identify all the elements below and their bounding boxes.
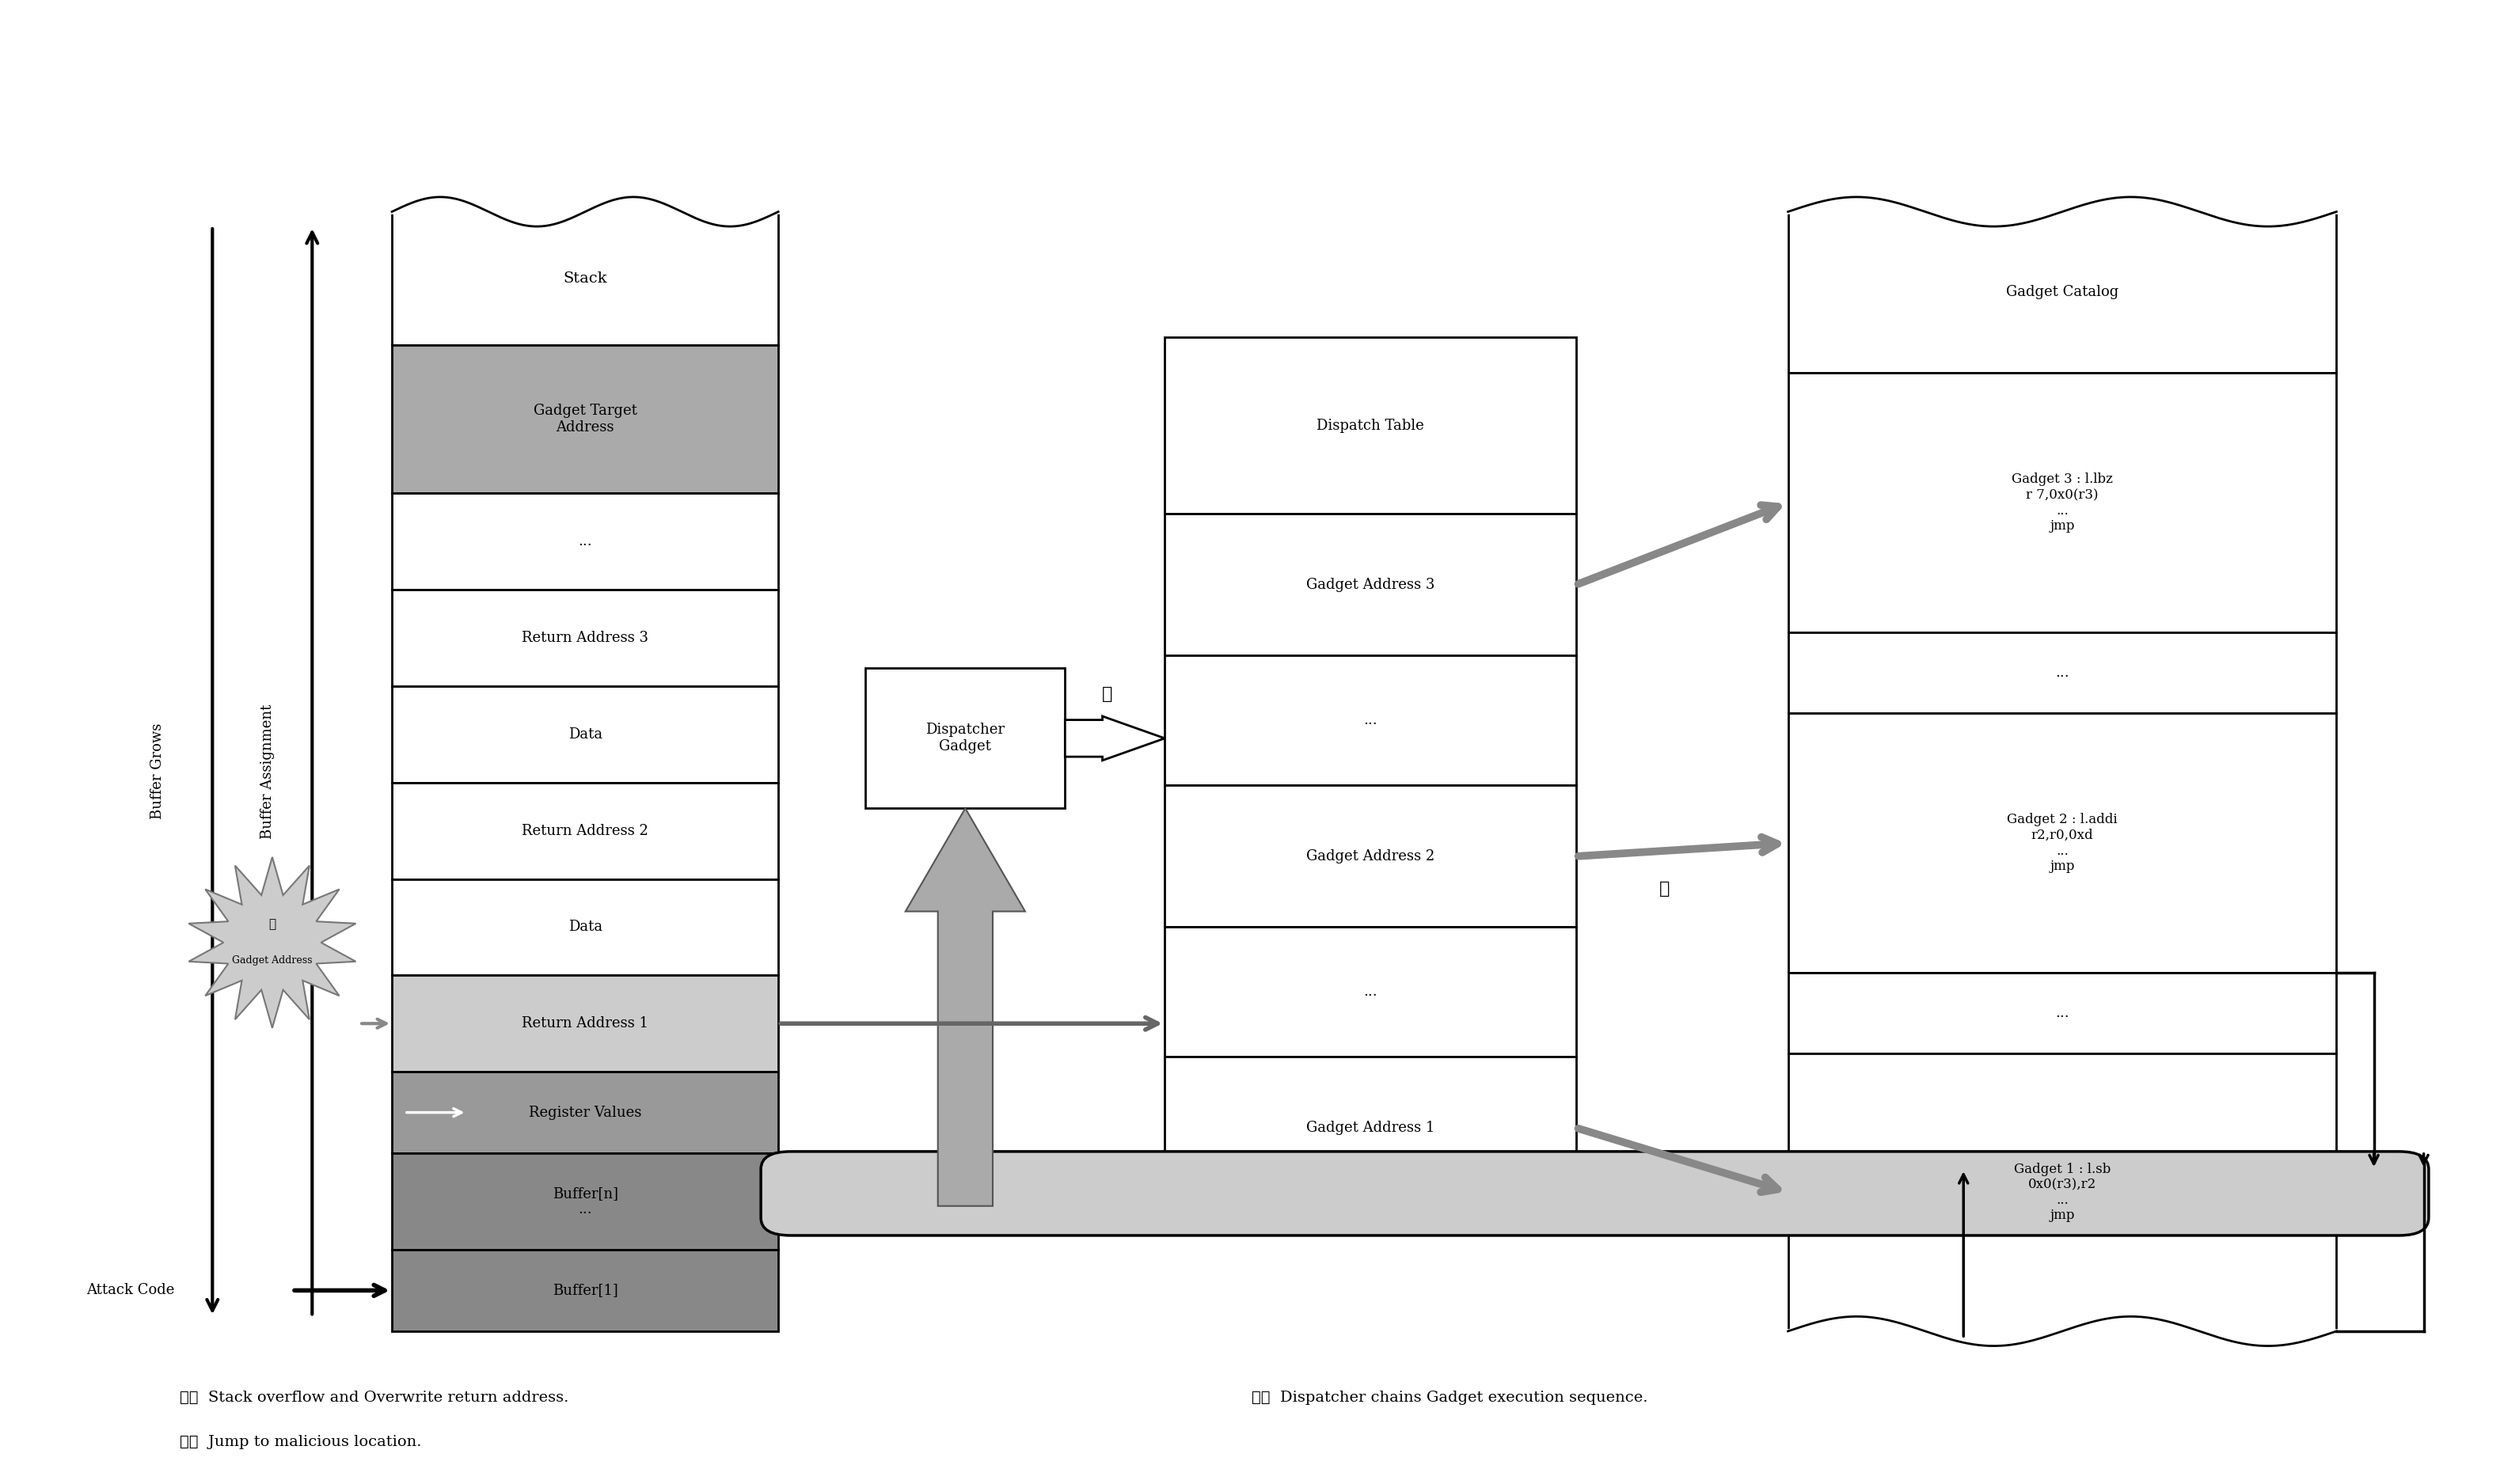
Text: ...: ... xyxy=(2056,666,2068,680)
Text: ...: ... xyxy=(2056,1006,2068,1021)
Text: ...: ... xyxy=(1365,714,1377,727)
Text: Gadget Address 1: Gadget Address 1 xyxy=(1307,1120,1435,1135)
Bar xyxy=(393,589,779,686)
Bar xyxy=(866,668,1064,809)
Text: Stack: Stack xyxy=(563,272,606,285)
Bar xyxy=(393,879,779,975)
FancyBboxPatch shape xyxy=(761,1152,2429,1236)
Text: Gadget 3 : l.lbz
r 7,0x0(r3)
...
jmp: Gadget 3 : l.lbz r 7,0x0(r3) ... jmp xyxy=(2011,473,2113,533)
Text: Register Values: Register Values xyxy=(528,1106,641,1119)
Text: Dispatcher
Gadget: Dispatcher Gadget xyxy=(926,723,1004,754)
Bar xyxy=(393,1153,779,1250)
Text: Data: Data xyxy=(568,727,601,742)
Bar xyxy=(1788,372,2336,632)
Text: ①: ① xyxy=(268,919,275,930)
Text: ...: ... xyxy=(578,534,591,549)
Bar xyxy=(393,212,779,346)
Bar xyxy=(1164,1057,1575,1199)
Bar xyxy=(393,975,779,1071)
Bar xyxy=(393,346,779,494)
Text: Buffer[n]
...: Buffer[n] ... xyxy=(553,1186,618,1217)
Text: ①：  Stack overflow and Overwrite return address.: ①： Stack overflow and Overwrite return a… xyxy=(180,1391,568,1405)
Text: Gadget 1 : l.sb
0x0(r3),r2
...
jmp: Gadget 1 : l.sb 0x0(r3),r2 ... jmp xyxy=(2013,1162,2111,1223)
Bar xyxy=(1164,928,1575,1057)
Bar xyxy=(1788,974,2336,1054)
Text: ...: ... xyxy=(1365,985,1377,999)
Bar xyxy=(1788,212,2336,372)
Bar xyxy=(1788,714,2336,974)
Text: ②: ② xyxy=(1102,686,1112,703)
Text: Buffer Assignment: Buffer Assignment xyxy=(260,703,275,838)
Text: Attack Code: Attack Code xyxy=(85,1284,175,1297)
Text: Data: Data xyxy=(568,920,601,935)
Text: Gadget 2 : l.addi
r2,r0,0xd
...
jmp: Gadget 2 : l.addi r2,r0,0xd ... jmp xyxy=(2008,813,2118,873)
Bar xyxy=(1788,1054,2336,1331)
Text: Buffer[1]: Buffer[1] xyxy=(553,1284,618,1297)
Bar xyxy=(393,1071,779,1153)
Bar xyxy=(393,1250,779,1331)
Text: ③：  Jump to malicious location.: ③： Jump to malicious location. xyxy=(180,1435,421,1448)
Bar xyxy=(1164,656,1575,785)
Text: Return Address 3: Return Address 3 xyxy=(521,631,649,646)
Text: Gadget Address: Gadget Address xyxy=(233,956,313,965)
Bar xyxy=(1788,632,2336,714)
Text: ②：  Dispatcher chains Gadget execution sequence.: ②： Dispatcher chains Gadget execution se… xyxy=(1252,1391,1648,1405)
Bar xyxy=(1164,513,1575,656)
Text: Return Address 1: Return Address 1 xyxy=(521,1017,649,1031)
Polygon shape xyxy=(188,858,356,1028)
Text: Dispatch Table: Dispatch Table xyxy=(1317,418,1425,432)
Text: Gadget Address 2: Gadget Address 2 xyxy=(1307,849,1435,864)
Text: Gadget Target
Address: Gadget Target Address xyxy=(533,404,636,435)
Polygon shape xyxy=(906,809,1024,1206)
Text: ③: ③ xyxy=(1660,880,1670,898)
Text: Gadget Address 3: Gadget Address 3 xyxy=(1307,577,1435,592)
Bar xyxy=(393,686,779,782)
Bar xyxy=(1164,785,1575,928)
Text: Buffer Grows: Buffer Grows xyxy=(150,723,165,819)
Bar xyxy=(1164,337,1575,513)
Polygon shape xyxy=(1064,717,1164,760)
Bar xyxy=(393,782,779,879)
Text: Gadget Catalog: Gadget Catalog xyxy=(2006,285,2118,300)
Text: Return Address 2: Return Address 2 xyxy=(521,824,649,838)
Bar xyxy=(393,494,779,589)
